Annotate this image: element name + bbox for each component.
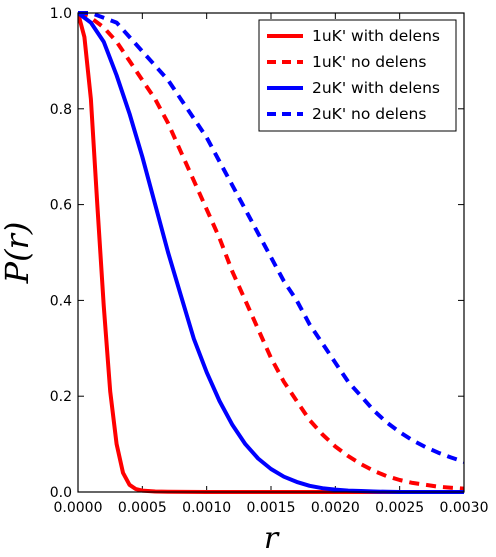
x-tick-label: 0.0020: [311, 500, 360, 516]
x-tick-label: 0.0015: [247, 500, 296, 516]
x-tick-label: 0.0010: [182, 500, 231, 516]
y-tick-label: 0.2: [50, 389, 72, 405]
x-tick-label: 0.0030: [440, 500, 489, 516]
y-axis-label: P(r): [0, 222, 36, 285]
legend-box: [258, 19, 457, 132]
y-tick-label: 0.4: [50, 293, 72, 309]
y-tick-label: 0.0: [50, 485, 72, 501]
legend-entry: 2uK' no delens: [312, 105, 426, 123]
series-line-2: [78, 11, 464, 491]
x-axis-label: r: [264, 521, 280, 556]
y-tick-label: 0.6: [50, 198, 72, 214]
plot-frame: [77, 12, 465, 493]
x-tick-label: 0.0000: [54, 500, 103, 516]
y-tick-label: 0.8: [50, 102, 72, 118]
x-tick-label: 0.0025: [375, 500, 424, 516]
legend-entry: 2uK' with delens: [312, 79, 440, 97]
series-line-3: [78, 11, 464, 494]
x-tick-label: 0.0005: [118, 500, 167, 516]
legend: 1uK' with delens 1uK' no delens 2uK' with …: [258, 19, 457, 132]
axis-ticks: 0.0000 0.0005 0.0010 0.0015 0.0020 0.0025 0.00…: [50, 6, 489, 516]
legend-entry: 1uK' no delens: [312, 53, 426, 71]
y-tick-label: 1.0: [50, 6, 72, 22]
legend-entry: 1uK' with delens: [312, 27, 440, 45]
